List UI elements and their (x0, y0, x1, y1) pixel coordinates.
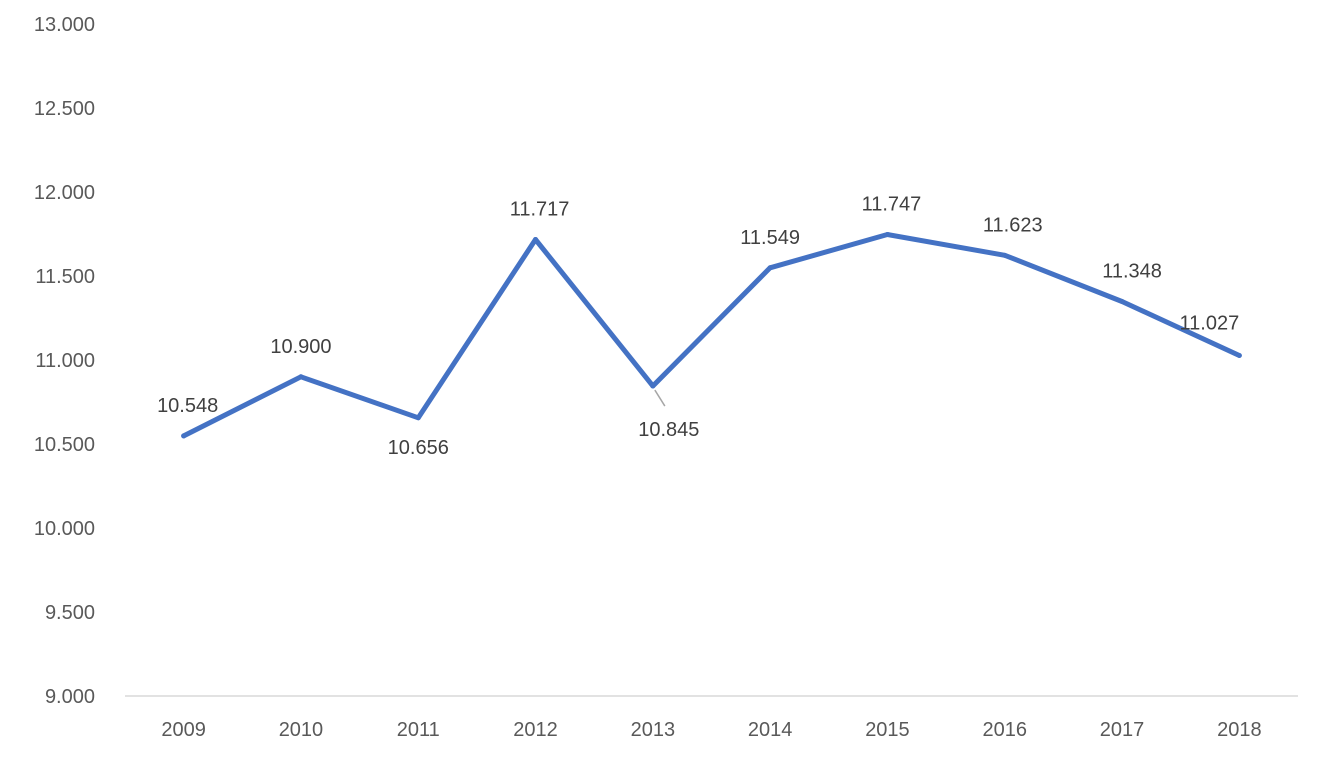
data-label-leader (654, 389, 666, 407)
y-tick-label: 10.500 (34, 434, 95, 456)
data-point (1002, 252, 1008, 258)
data-label: 11.747 (862, 194, 922, 216)
y-tick-label: 12.000 (34, 182, 95, 204)
y-tick-label: 9.000 (45, 686, 95, 708)
data-point (533, 237, 539, 243)
data-label: 10.900 (270, 336, 331, 358)
data-label: 10.656 (388, 437, 449, 459)
x-tick-label: 2011 (397, 719, 440, 741)
data-label: 11.549 (740, 227, 800, 249)
data-label: 10.548 (157, 395, 218, 417)
data-label: 10.845 (638, 419, 699, 441)
data-point (1119, 299, 1125, 305)
y-tick-label: 11.000 (35, 350, 95, 372)
data-point (181, 433, 187, 439)
x-tick-label: 2017 (1100, 719, 1145, 741)
y-tick-label: 12.500 (34, 98, 95, 120)
y-tick-label: 13.000 (34, 14, 95, 36)
y-tick-label: 11.500 (35, 266, 95, 288)
data-point (650, 383, 656, 389)
x-tick-label: 2012 (513, 719, 558, 741)
y-tick-label: 10.000 (34, 518, 95, 540)
x-tick-label: 2010 (279, 719, 324, 741)
data-point (767, 265, 773, 271)
x-tick-label: 2016 (983, 719, 1028, 741)
x-axis-tick-labels: 2009 2010 2011 2012 2013 2014 2015 2016 2017 2018 (161, 719, 1261, 741)
data-label-leader-lines (654, 389, 666, 407)
data-label: 11.027 (1180, 312, 1240, 334)
data-point (415, 415, 421, 421)
x-tick-label: 2009 (161, 719, 206, 741)
series-line (181, 232, 1242, 439)
data-label: 11.717 (510, 199, 570, 221)
data-labels: 10.548 10.900 10.656 11.717 10.845 11.549 11.7… (157, 194, 1242, 459)
y-tick-label: 9.500 (45, 602, 95, 624)
x-tick-label: 2018 (1217, 719, 1262, 741)
data-label: 11.623 (983, 214, 1043, 236)
x-tick-label: 2014 (748, 719, 793, 741)
x-tick-label: 2013 (631, 719, 676, 741)
data-point (1236, 352, 1242, 358)
y-axis-tick-labels: 9.000 9.500 10.000 10.500 11.000 11.500 12.000… (34, 14, 95, 708)
data-point (884, 232, 890, 238)
data-label: 11.348 (1102, 261, 1162, 283)
x-tick-label: 2015 (865, 719, 910, 741)
data-point (298, 374, 304, 380)
